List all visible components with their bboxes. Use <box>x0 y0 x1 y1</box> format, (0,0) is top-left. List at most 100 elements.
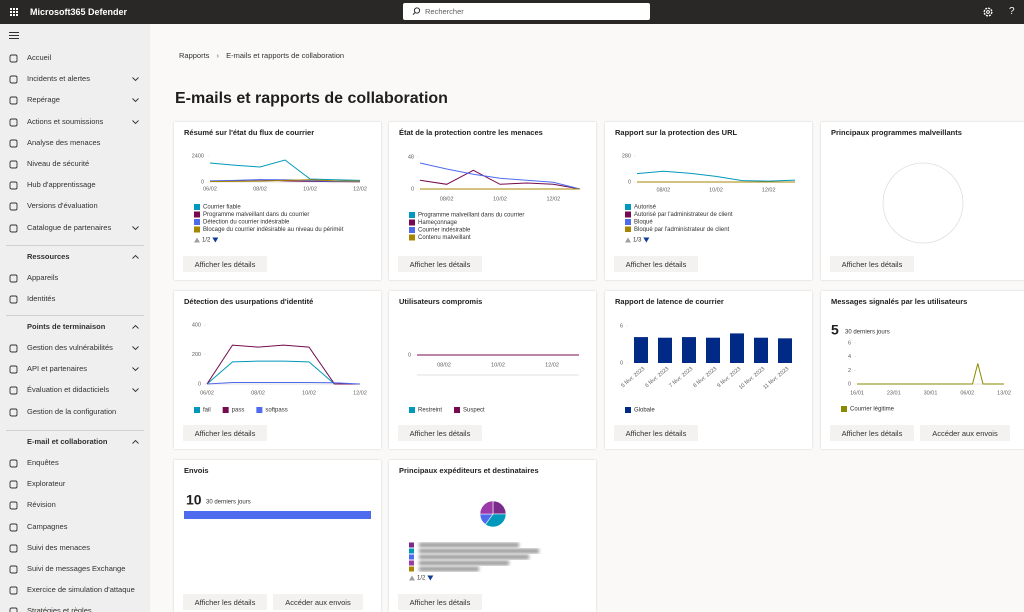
legend-swatch <box>409 560 414 566</box>
icon-shape <box>9 160 18 169</box>
nav-item[interactable]: Gestion des vulnérabilités <box>0 340 150 356</box>
x-tick-label: 12/02 <box>545 362 559 368</box>
icon-shape <box>9 586 18 595</box>
nav-item[interactable]: Incidents et alertes <box>0 71 150 87</box>
chevron <box>132 98 139 103</box>
card-button[interactable]: Afficher les détails <box>183 425 267 441</box>
card-button[interactable]: Afficher les détails <box>183 594 267 610</box>
card-canvas: Utilisateurs compromis 0 08/02 10/02 12/02 Re… <box>399 297 579 414</box>
y-tick-label: 200 <box>192 352 201 358</box>
card-canvas: Détection des usurpations d'identité 0 200… <box>184 297 367 414</box>
nav-item[interactable]: Campagnes <box>0 519 150 535</box>
card-button[interactable]: Accéder aux envois <box>273 594 363 610</box>
count: 5 <box>831 322 839 338</box>
nav-section[interactable]: Points de terminaison <box>0 319 150 335</box>
nav-item[interactable]: Révision <box>0 497 150 513</box>
nav-item[interactable]: Versions d'évaluation <box>0 198 150 214</box>
card-button[interactable]: Afficher les détails <box>830 425 914 441</box>
chevron <box>132 388 139 393</box>
search-placeholder: Rechercher <box>425 7 464 16</box>
nav-label: Actions et soumissions <box>27 116 104 126</box>
nav-label: Suivi des menaces <box>27 542 90 552</box>
y-tick-label: 6 <box>620 323 623 329</box>
x-tick-label: 16/01 <box>850 390 864 396</box>
top-bar: Microsoft365 Defender Rechercher ? <box>0 0 1024 24</box>
nav-label: Stratégies et règles <box>27 606 92 612</box>
card-button[interactable]: Afficher les détails <box>183 256 267 272</box>
card-canvas: État de la protection contre les menaces… <box>399 128 581 241</box>
nav-toggle[interactable] <box>8 31 22 41</box>
card-button[interactable]: Afficher les détails <box>614 256 698 272</box>
card-title: Résumé sur l'état du flux de courrier <box>184 128 314 137</box>
nav-label: Ressources <box>27 252 70 261</box>
chevron <box>132 324 139 329</box>
nav-item[interactable]: Repérage <box>0 92 150 108</box>
card-button[interactable]: Afficher les détails <box>614 425 698 441</box>
nav-item[interactable]: Gestion de la configuration <box>0 404 150 420</box>
legend-swatch <box>625 211 631 218</box>
nav-item[interactable]: Accueil <box>0 50 150 66</box>
nav-item[interactable]: Enquêtes <box>0 455 150 471</box>
nav-item[interactable]: Identités <box>0 291 150 307</box>
help-button[interactable]: ? <box>1009 6 1015 17</box>
card-canvas: Rapport de latence de courrier 0 6 5 févr. … <box>615 297 792 414</box>
series-line <box>206 382 361 385</box>
card-canvas: Envois 10 30 derniers jours <box>184 466 371 519</box>
nav-item[interactable]: Niveau de sécurité <box>0 156 150 172</box>
card-button[interactable]: Afficher les détails <box>398 594 482 610</box>
nav-item[interactable]: Exercice de simulation d'attaque <box>0 582 150 598</box>
card-button[interactable]: Afficher les détails <box>398 425 482 441</box>
nav-item[interactable]: Appareils <box>0 270 150 286</box>
legend-label: Détection du courrier indésirable <box>203 220 290 226</box>
legend: Restreint Suspect <box>409 407 485 414</box>
legend-label: Courrier légitime <box>850 407 895 413</box>
nav-item[interactable]: API et partenaires <box>0 361 150 377</box>
nav-item[interactable]: Évaluation et didacticiels <box>0 382 150 398</box>
nav-label: Versions d'évaluation <box>27 201 98 211</box>
nav-section[interactable]: Ressources <box>0 249 150 265</box>
nav-icon <box>9 386 18 395</box>
card-canvas: Principaux expéditeurs et destinataires 1… <box>399 466 539 582</box>
icon-shape <box>9 501 18 510</box>
breadcrumb-link[interactable]: Rapports <box>179 51 210 60</box>
nav-separator <box>6 430 144 431</box>
search-box[interactable]: Rechercher <box>403 3 650 20</box>
nav-item[interactable]: Hub d'apprentissage <box>0 177 150 193</box>
nav-item[interactable]: Catalogue de partenaires <box>0 220 150 236</box>
side-nav: Accueil Incidents et alertes Repérage Actio… <box>0 24 150 612</box>
nav-icon <box>9 54 18 63</box>
nav-icon <box>9 408 18 417</box>
nav-item[interactable]: Suivi des menaces <box>0 540 150 556</box>
bar <box>778 338 792 363</box>
x-tick-label: 12/02 <box>353 390 367 396</box>
nav-item[interactable]: Suivi de messages Exchange <box>0 561 150 577</box>
y-tick-label: 0 <box>411 186 414 192</box>
card-button[interactable]: Afficher les détails <box>830 256 914 272</box>
nav-item[interactable]: Explorateur <box>0 476 150 492</box>
nav-item[interactable]: Actions et soumissions <box>0 114 150 130</box>
nav-item[interactable]: Stratégies et règles <box>0 603 150 612</box>
x-tick-label: 12/02 <box>353 186 367 192</box>
settings-icon[interactable] <box>981 0 995 24</box>
card-title: Utilisateurs compromis <box>399 297 482 306</box>
y-tick-label: 0 <box>198 381 201 387</box>
nav-icon <box>9 202 18 211</box>
icon-shape <box>9 202 18 211</box>
nav-label: Évaluation et didacticiels <box>27 385 110 395</box>
count-label: 30 derniers jours <box>845 330 890 336</box>
nav-section[interactable]: E-mail et collaboration <box>0 434 150 450</box>
nav-label: Gestion des vulnérabilités <box>27 343 113 352</box>
card-button[interactable]: Afficher les détails <box>398 256 482 272</box>
app-launcher[interactable] <box>4 0 28 24</box>
y-tick-label: 280 <box>622 153 631 159</box>
redacted-text <box>419 566 479 572</box>
icon-shape <box>9 344 18 353</box>
search-icon <box>412 7 421 15</box>
x-tick-label: 12/02 <box>762 187 776 193</box>
series-line <box>206 360 360 385</box>
bar <box>730 333 744 363</box>
nav-item[interactable]: Analyse des menaces <box>0 135 150 151</box>
card-button[interactable]: Accéder aux envois <box>920 425 1010 441</box>
icon-shape <box>9 96 18 105</box>
redacted-text <box>419 560 509 566</box>
